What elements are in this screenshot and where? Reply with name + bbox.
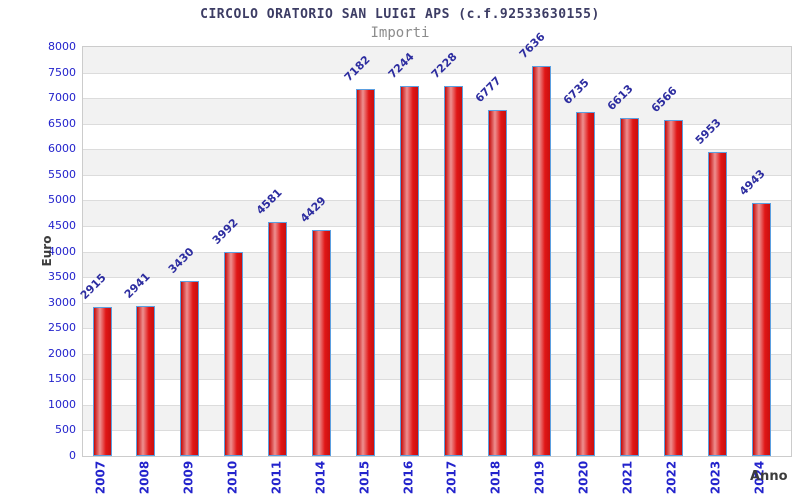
x-tick-label: 2022 bbox=[664, 460, 679, 495]
x-tick-label: 2008 bbox=[137, 460, 152, 495]
grid-band bbox=[83, 72, 791, 99]
gridline bbox=[83, 302, 791, 304]
y-tick-label: 7500 bbox=[48, 66, 76, 79]
chart-subtitle: Importi bbox=[370, 25, 430, 41]
bar bbox=[532, 66, 551, 456]
grid-band bbox=[83, 47, 791, 73]
gridline bbox=[83, 379, 791, 381]
gridline bbox=[83, 277, 791, 279]
x-tick-label: 2020 bbox=[576, 460, 591, 495]
y-tick-label: 1500 bbox=[48, 372, 76, 385]
gridline bbox=[83, 149, 791, 151]
y-tick-label: 3000 bbox=[48, 296, 76, 309]
bar bbox=[136, 306, 155, 456]
y-tick-label: 7000 bbox=[48, 91, 76, 104]
bar bbox=[180, 281, 199, 456]
plot-area: 2915 2941 3430 3992 4581 4429 7182 7244 7228 6777… bbox=[78, 30, 792, 457]
y-tick-label: 4500 bbox=[48, 219, 76, 232]
bar bbox=[708, 152, 727, 456]
gridline bbox=[83, 353, 791, 355]
x-axis-title: Anno bbox=[750, 469, 788, 484]
chart-title: CIRCOLO ORATORIO SAN LUIGI APS (c.f.9253… bbox=[200, 7, 600, 22]
x-tick-label: 2011 bbox=[269, 460, 284, 495]
gridline bbox=[83, 174, 791, 176]
bar bbox=[356, 89, 375, 456]
y-tick-label: 8000 bbox=[48, 40, 76, 53]
grid-band bbox=[83, 98, 791, 124]
bar bbox=[576, 112, 595, 456]
bar bbox=[224, 252, 243, 456]
grid-band bbox=[83, 149, 791, 175]
y-tick-label: 0 bbox=[69, 449, 76, 462]
y-tick-label: 6500 bbox=[48, 117, 76, 130]
gridline bbox=[83, 72, 791, 74]
x-tick-label: 2015 bbox=[357, 460, 372, 495]
bar bbox=[488, 110, 507, 456]
x-tick-label: 2023 bbox=[708, 460, 723, 495]
x-tick-label: 2009 bbox=[181, 460, 196, 495]
y-tick-label: 3500 bbox=[48, 270, 76, 283]
bar bbox=[620, 118, 639, 456]
x-tick-label: 2014 bbox=[313, 460, 328, 495]
x-tick-label: 2018 bbox=[488, 460, 503, 495]
gridline bbox=[83, 98, 791, 100]
gridline bbox=[83, 225, 791, 227]
y-tick-label: 5500 bbox=[48, 168, 76, 181]
y-tick-label: 2000 bbox=[48, 347, 76, 360]
grid-band bbox=[83, 200, 791, 226]
y-tick-label: 6000 bbox=[48, 142, 76, 155]
bar bbox=[444, 86, 463, 456]
bar bbox=[664, 120, 683, 456]
bar bbox=[400, 86, 419, 456]
y-tick-label: 1000 bbox=[48, 398, 76, 411]
x-tick-label: 2021 bbox=[620, 460, 635, 495]
x-tick-label: 2019 bbox=[532, 460, 547, 495]
grid-band bbox=[83, 123, 791, 150]
bar bbox=[752, 203, 771, 456]
bar bbox=[93, 307, 112, 456]
gridline bbox=[83, 430, 791, 432]
bar bbox=[312, 230, 331, 456]
y-tick-label: 500 bbox=[55, 423, 76, 436]
gridline bbox=[83, 251, 791, 253]
y-tick-label: 2500 bbox=[48, 321, 76, 334]
x-tick-label: 2017 bbox=[444, 460, 459, 495]
gridline bbox=[83, 200, 791, 202]
y-tick-label: 5000 bbox=[48, 193, 76, 206]
x-tick-label: 2010 bbox=[225, 460, 240, 495]
y-axis-title: Euro bbox=[40, 235, 54, 267]
gridline bbox=[83, 328, 791, 330]
gridline bbox=[83, 123, 791, 125]
x-tick-label: 2007 bbox=[93, 460, 108, 495]
x-tick-label: 2016 bbox=[401, 460, 416, 495]
y-tick-label: 4000 bbox=[48, 245, 76, 258]
grid-band bbox=[83, 174, 791, 201]
gridline bbox=[83, 404, 791, 406]
bar bbox=[268, 222, 287, 456]
